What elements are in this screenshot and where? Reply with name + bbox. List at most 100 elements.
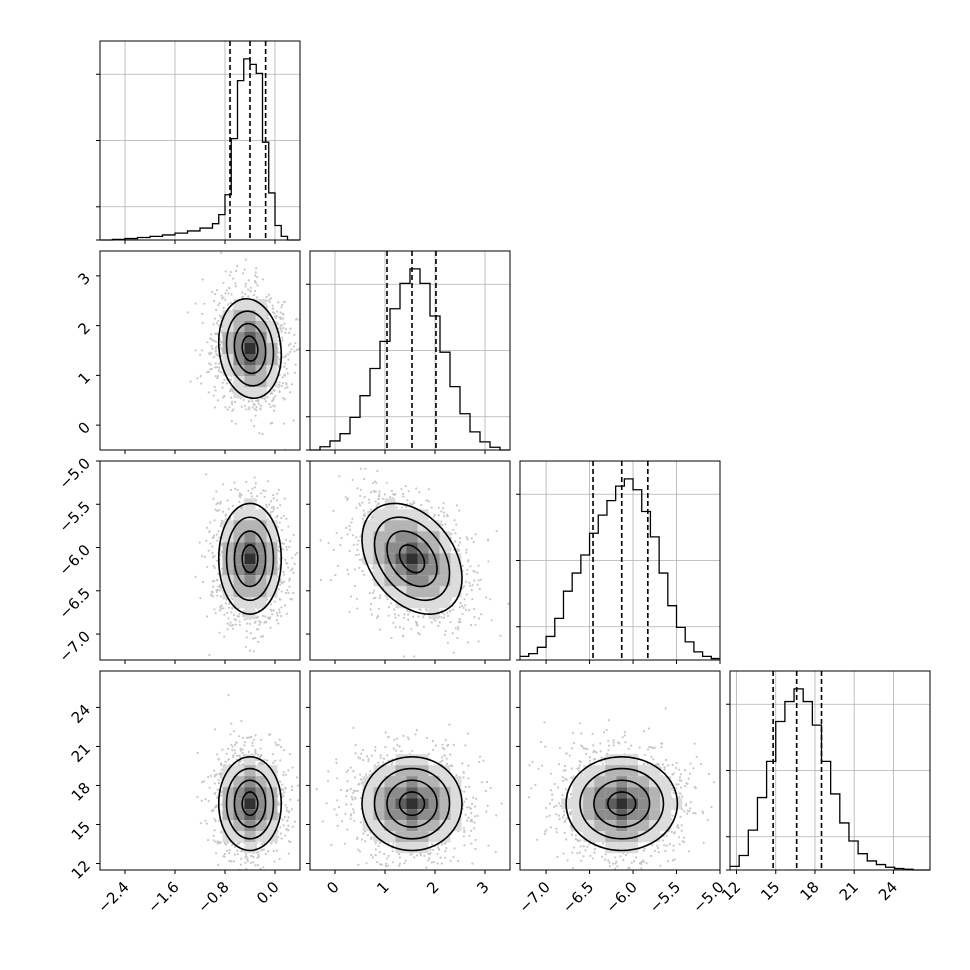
- density-cell: [255, 520, 267, 532]
- density-cell: [373, 564, 385, 576]
- density-cell: [605, 787, 617, 799]
- density-cell: [395, 564, 407, 576]
- panel-frame: [519, 460, 721, 661]
- density-cell: [572, 809, 584, 821]
- density-cell: [417, 798, 429, 810]
- density-cell: [384, 564, 396, 576]
- density-cell: [373, 553, 385, 565]
- panel-frame: [99, 40, 301, 241]
- density-cell: [605, 754, 617, 766]
- density-cell: [417, 586, 429, 598]
- density-cell: [233, 776, 245, 788]
- density-cell: [244, 509, 256, 521]
- density-cell: [373, 531, 385, 543]
- density-cell: [362, 542, 374, 554]
- contour-line: [225, 516, 275, 602]
- density-cell: [439, 575, 451, 587]
- density-cell: [605, 831, 617, 843]
- density-cell: [222, 520, 234, 532]
- density-cell: [233, 597, 245, 609]
- density-cell: [255, 343, 267, 355]
- density-cell: [660, 787, 672, 799]
- density-cell: [417, 776, 429, 788]
- scatter-panel-0-1: [96, 250, 301, 454]
- density-cell: [406, 564, 418, 576]
- density-cell: [395, 809, 407, 821]
- contour-line: [607, 791, 637, 817]
- density-cell: [395, 754, 407, 766]
- contour-line: [233, 530, 267, 588]
- density-cell: [255, 365, 267, 377]
- density-cell: [428, 597, 440, 609]
- density-cell: [222, 310, 234, 322]
- density-cell: [373, 776, 385, 788]
- density-cell: [384, 542, 396, 554]
- density-cell: [406, 820, 418, 832]
- density-cell: [450, 798, 462, 810]
- density-cell: [233, 299, 245, 311]
- histogram-step: [730, 688, 930, 871]
- density-cell: [222, 776, 234, 788]
- scatter-panel-2-3: [516, 670, 721, 874]
- contour-line: [233, 322, 267, 375]
- histogram-panel-2: [516, 460, 721, 664]
- density-cell: [428, 831, 440, 843]
- density-cell: [594, 809, 606, 821]
- density-cell: [266, 321, 278, 333]
- density-cell: [233, 553, 245, 565]
- panel-frame: [309, 670, 511, 871]
- density-cell: [266, 354, 278, 366]
- density-cell: [649, 765, 661, 777]
- density-cell: [406, 776, 418, 788]
- density-cell: [417, 531, 429, 543]
- histogram-step: [100, 58, 300, 241]
- density-cell: [244, 299, 256, 311]
- contour-line: [386, 530, 438, 588]
- scatter-panel-0-2: [96, 460, 301, 664]
- density-cell: [255, 765, 267, 777]
- density-cell: [417, 509, 429, 521]
- density-cell: [417, 809, 429, 821]
- density-cell: [572, 787, 584, 799]
- density-cell: [373, 765, 385, 777]
- density-cell: [428, 776, 440, 788]
- density-cell: [638, 765, 650, 777]
- density-cell: [255, 597, 267, 609]
- density-cell: [244, 820, 256, 832]
- density-cell: [244, 754, 256, 766]
- density-cell: [255, 376, 267, 388]
- density-cell: [395, 531, 407, 543]
- density-cell: [660, 798, 672, 810]
- density-cell: [406, 586, 418, 598]
- density-cell: [583, 831, 595, 843]
- density-cell: [244, 531, 256, 543]
- contour-line: [565, 756, 679, 852]
- density-cell: [233, 310, 245, 322]
- contour-line: [241, 791, 259, 817]
- density-cell: [439, 776, 451, 788]
- density-cell: [255, 332, 267, 344]
- density-cell: [222, 553, 234, 565]
- density-cell: [450, 564, 462, 576]
- density-cell: [244, 586, 256, 598]
- density-cell: [406, 754, 418, 766]
- density-cell: [255, 321, 267, 333]
- density-cell: [439, 798, 451, 810]
- density-cell: [255, 820, 267, 832]
- density-cell: [255, 586, 267, 598]
- density-cell: [583, 765, 595, 777]
- density-cell: [222, 343, 234, 355]
- contour-line: [398, 791, 426, 817]
- density-cell: [616, 820, 628, 832]
- contour-line: [241, 544, 259, 574]
- density-cell: [627, 842, 639, 854]
- density-cell: [244, 343, 256, 355]
- density-cell: [233, 365, 245, 377]
- density-cell: [255, 542, 267, 554]
- density-cell: [373, 509, 385, 521]
- density-cell: [384, 798, 396, 810]
- density-cell: [439, 787, 451, 799]
- histogram-step: [520, 478, 720, 660]
- density-cell: [395, 520, 407, 532]
